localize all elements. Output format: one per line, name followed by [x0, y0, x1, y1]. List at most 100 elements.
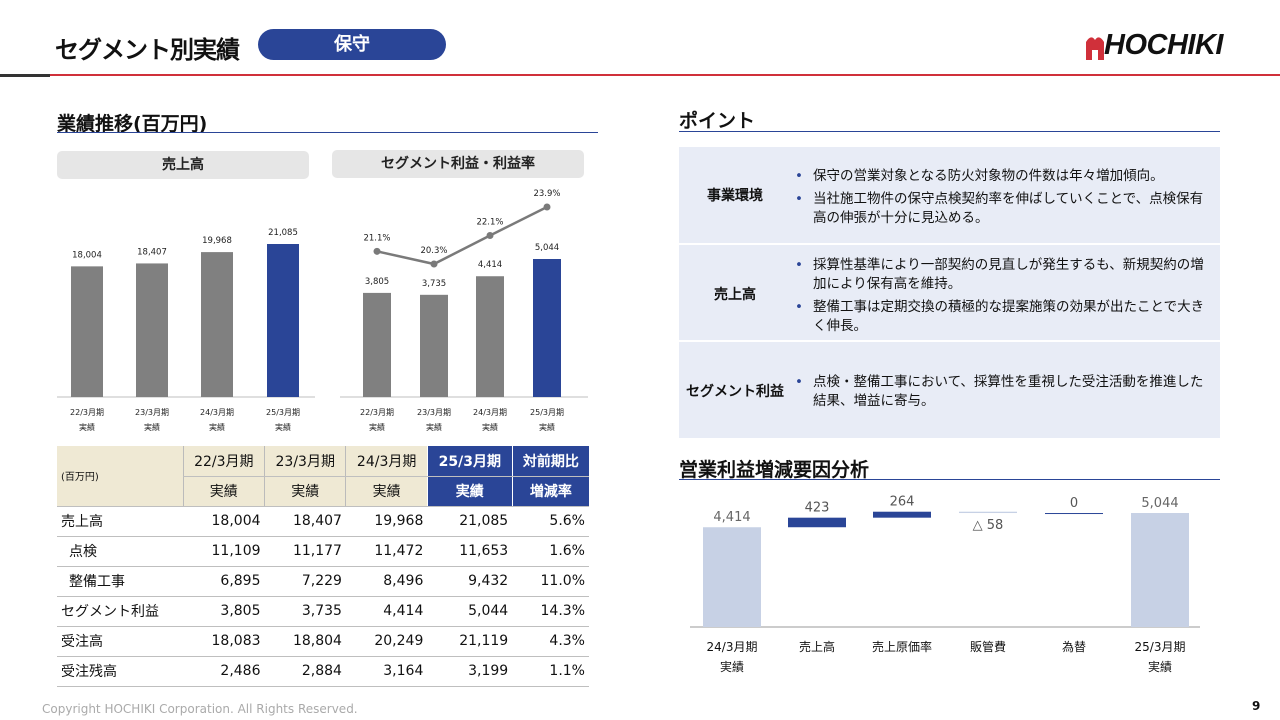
table-header-bottom: 実績: [264, 476, 346, 507]
x-tick-label: 売上原価率: [872, 639, 932, 654]
point-bullets: • 保守の営業対象となる防火対象物の件数は年々増加傾向。 • 当社施工物件の保守点検…: [795, 168, 1204, 226]
performance-title-underline: [57, 132, 598, 133]
table-cell: 14.3%: [512, 596, 589, 627]
table-cell: 2,486: [183, 656, 265, 687]
point-bullet: 点検・整備工事において、採算性を重視した受注活動を推進した結果、増益に寄与。: [812, 374, 1204, 409]
table-row: 受注高 18,083 18,804 20,249 21,119 4.3%: [57, 626, 589, 657]
table-cell: 18,004: [183, 506, 265, 537]
points-title-underline: [679, 131, 1220, 132]
points-title: ポイント: [679, 110, 756, 132]
waterfall-value-label: 0: [1070, 496, 1078, 511]
line-value-label: 22.1%: [476, 218, 503, 228]
header-divider-accent: [0, 74, 50, 77]
row-label: 売上高: [57, 506, 184, 537]
table-cell: 3,199: [427, 656, 513, 687]
table-cell: 18,407: [264, 506, 346, 537]
bar: [476, 276, 504, 397]
bar-value-label: 5,044: [535, 243, 559, 253]
table-cell: 8,496: [345, 566, 428, 597]
x-tick-label: 実績: [1148, 659, 1172, 674]
bar: [363, 292, 391, 397]
table-cell: 5,044: [427, 596, 513, 627]
table-cell: 3,735: [264, 596, 346, 627]
hochiki-logo: HOCHIKI: [1104, 29, 1223, 61]
row-label: 整備工事: [57, 566, 184, 597]
table-header-bottom: 実績: [345, 476, 428, 507]
x-tick-label: 実績: [539, 422, 555, 432]
bar-value-label: 18,407: [137, 247, 167, 257]
x-tick-label: 売上高: [799, 639, 835, 654]
bar-value-label: 19,968: [202, 236, 232, 246]
line-value-label: 23.9%: [533, 189, 560, 199]
table-cell: 6,895: [183, 566, 265, 597]
waterfall-bar: [788, 517, 846, 528]
bar: [420, 294, 448, 397]
x-tick-label: 22/3月期: [70, 408, 104, 417]
line-point: [543, 203, 551, 211]
bar: [201, 252, 233, 397]
table-cell: 1.6%: [512, 536, 589, 567]
copyright: Copyright HOCHIKI Corporation. All Right…: [42, 702, 358, 716]
x-tick-label: 販管費: [970, 639, 1006, 654]
waterfall-bar: [1131, 513, 1189, 627]
line-point: [486, 232, 494, 239]
x-tick-label: 実績: [720, 659, 744, 674]
line-point: [430, 260, 438, 268]
table-cell: 11,109: [183, 536, 265, 567]
points-divider: [679, 340, 1220, 342]
table-row: セグメント利益 3,805 3,735 4,414 5,044 14.3%: [57, 596, 589, 627]
waterfall-bar: [1045, 513, 1103, 515]
table-cell: 7,229: [264, 566, 346, 597]
sales-chart-title: 売上高: [57, 151, 309, 179]
x-tick-label: 25/3月期: [266, 408, 300, 417]
hochiki-logo-mark-icon: [1086, 37, 1104, 60]
point-bullet: 当社施工物件の保守点検契約率を伸ばしていくことで、点検保有高の伸張が十分に見込め…: [812, 191, 1204, 226]
table-row: 整備工事 6,895 7,229 8,496 9,432 11.0%: [57, 566, 589, 597]
x-tick-label: 25/3月期: [1135, 640, 1186, 654]
table-cell: 11.0%: [512, 566, 589, 597]
table-cell: 1.1%: [512, 656, 589, 687]
table-cell: 4,414: [345, 596, 428, 627]
points-divider: [679, 243, 1220, 245]
x-tick-label: 24/3月期: [473, 408, 507, 417]
point-bullet: 保守の営業対象となる防火対象物の件数は年々増加傾向。: [812, 168, 1164, 184]
x-tick-label: 実績: [426, 422, 442, 432]
table-cell: 18,083: [183, 626, 265, 657]
waterfall-value-label: 4,414: [713, 510, 750, 525]
bar-value-label: 18,004: [72, 250, 102, 260]
table-row: 受注残高 2,486 2,884 3,164 3,199 1.1%: [57, 656, 589, 687]
waterfall-bar: [873, 511, 931, 518]
x-tick-label: 実績: [79, 422, 95, 432]
x-tick-label: 24/3月期: [707, 640, 758, 654]
x-tick-label: 24/3月期: [200, 408, 234, 417]
row-label: 点検: [57, 536, 184, 567]
table-header-bottom: 増減率: [511, 476, 589, 507]
line-value-label: 21.1%: [363, 233, 390, 243]
table-cell: 19,968: [345, 506, 428, 537]
table-cell: 3,805: [183, 596, 265, 627]
table-cell: 21,085: [427, 506, 513, 537]
table-row: 売上高 18,004 18,407 19,968 21,085 5.6%: [57, 506, 589, 537]
profit-margin-line: [376, 205, 548, 266]
table-cell: 2,884: [264, 656, 346, 687]
page-title: セグメント別実績: [55, 36, 240, 64]
table-cell: 9,432: [427, 566, 513, 597]
table-cell: 4.3%: [512, 626, 589, 657]
page-number: 9: [1252, 699, 1261, 713]
x-tick-label: 実績: [482, 422, 498, 432]
performance-title: 業績推移(百万円): [57, 113, 208, 135]
table-cell: 11,177: [264, 536, 346, 567]
x-tick-label: 23/3月期: [417, 408, 451, 417]
line-point: [373, 247, 381, 255]
bar-value-label: 3,735: [422, 279, 446, 289]
table-cell: 18,804: [264, 626, 346, 657]
point-bullet: 整備工事は定期交換の積極的な提案施策の効果が出たことで大きく伸長。: [812, 299, 1205, 334]
table-row: 点検 11,109 11,177 11,472 11,653 1.6%: [57, 536, 589, 567]
table-header-top: 25/3月期: [426, 446, 513, 477]
point-bullets: • 採算性基準により一部契約の見直しが発生するも、新規契約の増加により保有高を維持…: [795, 257, 1205, 334]
segment-badge: 保守: [258, 29, 446, 60]
x-tick-label: 22/3月期: [360, 408, 394, 417]
